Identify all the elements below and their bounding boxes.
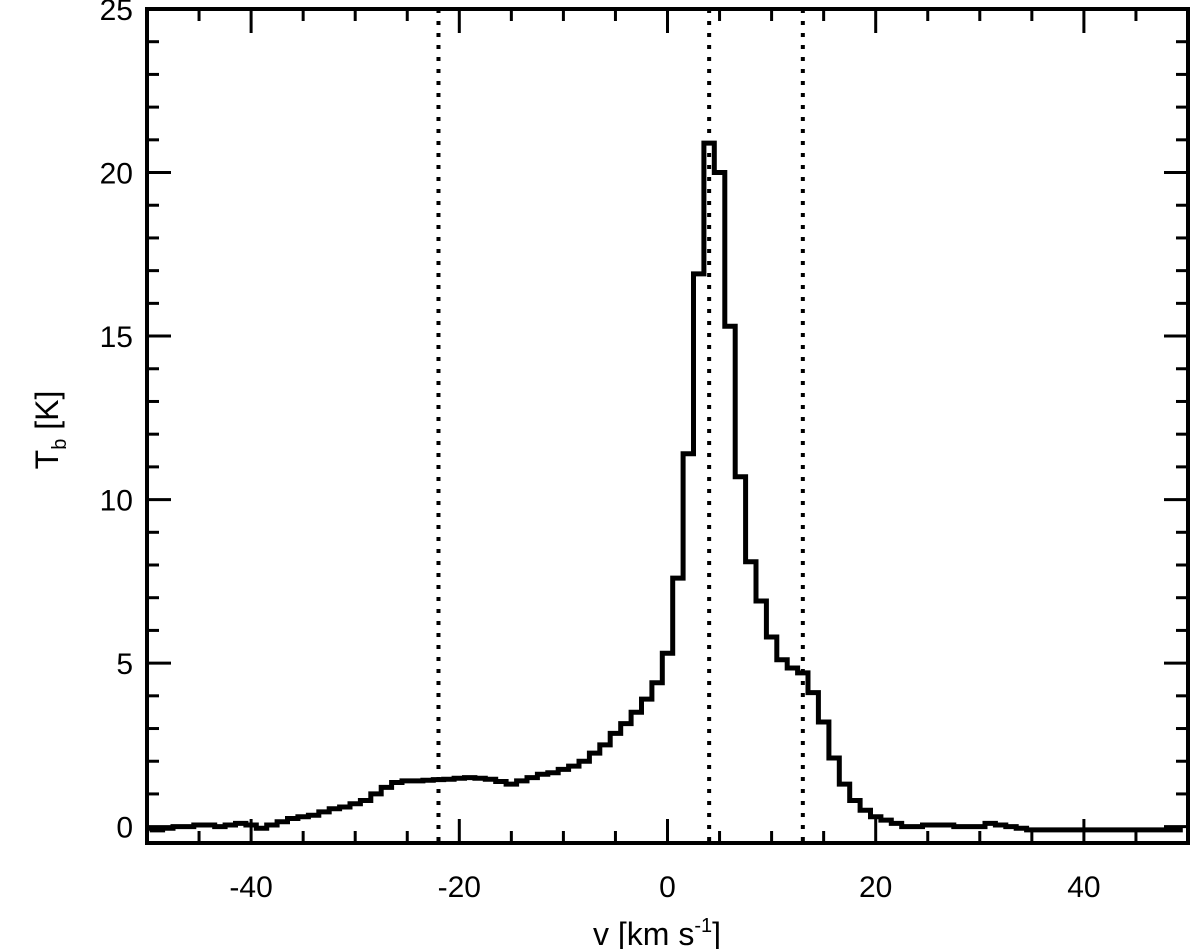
x-tick-label: -20: [438, 871, 481, 904]
y-axis-label-rest: [K]: [29, 391, 65, 439]
x-axis-label-main: v [km s: [593, 916, 694, 949]
vertical-markers: [436, 9, 805, 843]
y-tick-labels: 0 5 10 15 20 25: [100, 0, 133, 845]
y-axis-label-subscript: b: [49, 439, 71, 450]
x-axis-label-close: ]: [712, 916, 721, 949]
y-tick-label: 10: [100, 485, 133, 518]
x-axis-label: v [km s-1]: [593, 915, 721, 949]
x-tick-label: -40: [229, 871, 272, 904]
y-axis-label: Tb [K]: [29, 391, 71, 470]
x-tick-label: 40: [1067, 871, 1100, 904]
y-tick-label: 0: [116, 812, 133, 845]
spectrum-line: [147, 140, 1183, 833]
plot-frame: [145, 7, 1190, 845]
y-axis-label-main: T: [29, 450, 65, 470]
y-tick-label: 15: [100, 321, 133, 354]
axis-ticks: [145, 7, 1190, 843]
y-tick-label: 5: [116, 648, 133, 681]
y-tick-label: 25: [100, 0, 133, 27]
x-tick-labels: -40 -20 0 20 40: [229, 871, 1100, 904]
x-tick-label: 0: [659, 871, 676, 904]
x-tick-label: 20: [859, 871, 892, 904]
x-axis-label-superscript: -1: [694, 915, 712, 937]
y-tick-label: 20: [100, 158, 133, 191]
